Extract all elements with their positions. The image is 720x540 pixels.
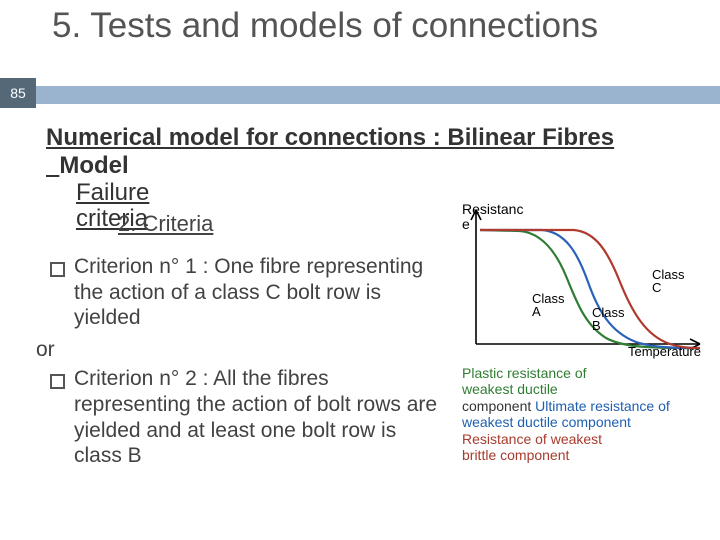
bullet-list: Criterion n° 1 : One fibre representing … xyxy=(46,254,444,475)
legend-line-1: Plastic resistance of xyxy=(462,366,714,381)
chart-legend: Plastic resistance of weakest ductile co… xyxy=(462,366,714,464)
page-number: 85 xyxy=(10,85,26,101)
legend-line-2b: component Ultimate resistance of xyxy=(462,399,714,414)
or-separator: or xyxy=(36,337,444,363)
label-class-b: Class B xyxy=(592,306,625,332)
legend-l2b-left: component xyxy=(462,398,531,414)
label-class-b-2: B xyxy=(592,318,601,333)
bullet-2: Criterion n° 2 : All the fibres represen… xyxy=(46,366,444,468)
section-heading-line1: Numerical model for connections : Biline… xyxy=(46,124,614,151)
label-class-a: Class A xyxy=(532,292,565,318)
label-class-c: Class C xyxy=(652,268,685,294)
legend-line-5: brittle component xyxy=(462,448,714,463)
legend-line-2a: weakest ductile xyxy=(462,382,714,397)
bullet-1: Criterion n° 1 : One fibre representing … xyxy=(46,254,444,331)
failure-line1: Failure xyxy=(76,180,149,206)
slide-title: 5. Tests and models of connections xyxy=(52,6,700,45)
title-bar xyxy=(0,86,720,104)
section-heading-model: Model xyxy=(59,152,128,180)
label-class-c-2: C xyxy=(652,280,661,295)
legend-l2b-right: Ultimate resistance of xyxy=(535,398,670,414)
page-number-badge: 85 xyxy=(0,78,36,108)
legend-line-4: Resistance of weakest xyxy=(462,432,714,447)
criteria-sub: 2. Criteria xyxy=(118,211,213,237)
section-heading: Numerical model for connections : Biline… xyxy=(46,124,700,179)
label-class-a-2: A xyxy=(532,304,541,319)
legend-line-3: weakest ductile component xyxy=(462,415,714,430)
chart-xlabel: Temperature xyxy=(628,344,701,359)
